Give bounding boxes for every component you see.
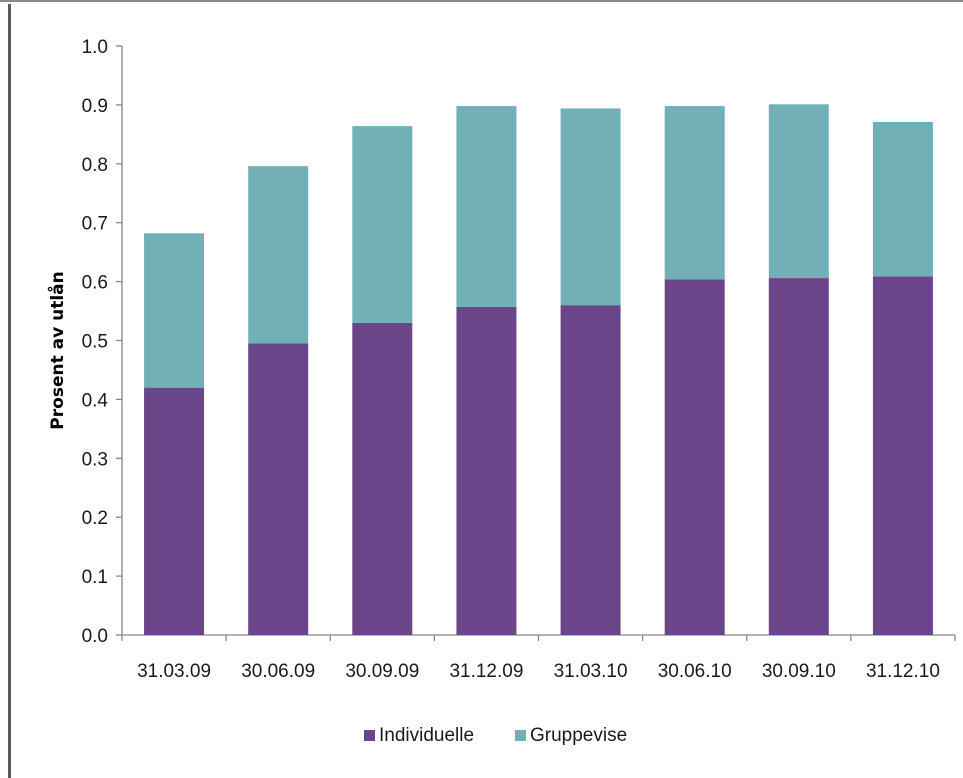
bar-group xyxy=(144,104,933,635)
bar-gruppevise xyxy=(352,126,413,323)
x-tick-label: 30.06.10 xyxy=(658,661,732,682)
y-tick-label: 0.0 xyxy=(82,626,108,647)
frame-left-border xyxy=(8,4,11,778)
x-tick-label: 31.12.09 xyxy=(449,661,523,682)
x-tick-label: 30.09.10 xyxy=(762,661,836,682)
legend-swatch-gruppevise xyxy=(515,730,526,741)
bar-gruppevise xyxy=(872,121,933,277)
bar-individuelle xyxy=(872,276,933,635)
legend-label-individuelle: Individuelle xyxy=(379,725,474,746)
x-tick-label: 31.12.10 xyxy=(866,661,940,682)
bar-individuelle xyxy=(456,306,517,635)
bar-individuelle xyxy=(248,343,309,635)
y-tick-label: 0.9 xyxy=(82,96,108,117)
bar-gruppevise xyxy=(560,108,621,306)
x-tick-label: 31.03.09 xyxy=(137,661,211,682)
y-tick-label: 0.2 xyxy=(82,508,108,529)
y-tick-label: 0.8 xyxy=(82,155,108,176)
bar-individuelle xyxy=(352,322,413,635)
bar-individuelle xyxy=(664,279,725,635)
bar-gruppevise xyxy=(456,106,517,307)
y-tick-label: 0.3 xyxy=(82,449,108,470)
bar-gruppevise xyxy=(768,104,829,279)
legend-label-gruppevise: Gruppevise xyxy=(530,725,627,746)
bar-individuelle xyxy=(144,387,205,635)
y-axis-title: Prosent av utlån xyxy=(46,271,68,429)
bar-gruppevise xyxy=(248,166,309,344)
y-axis: 0.0 0.1 0.2 0.3 0.4 0.5 0.6 0.7 0.8 0.9 1.0 xyxy=(82,37,123,647)
y-tick-label: 0.6 xyxy=(82,273,108,294)
bar-gruppevise xyxy=(664,106,725,280)
legend-swatch-individuelle xyxy=(364,730,375,741)
x-tick-label: 31.03.10 xyxy=(554,661,628,682)
bar-individuelle xyxy=(560,305,621,635)
x-axis: 31.03.09 30.06.09 30.09.09 31.12.09 31.03.10… xyxy=(121,634,956,682)
x-tick-label: 30.06.09 xyxy=(241,661,315,682)
legend: Individuelle Gruppevise xyxy=(364,725,627,746)
y-tick-label: 0.1 xyxy=(82,567,108,588)
y-tick-label: 0.7 xyxy=(82,214,108,235)
y-tick-label: 1.0 xyxy=(82,37,108,58)
y-tick-label: 0.4 xyxy=(82,390,109,411)
x-tick-label: 30.09.09 xyxy=(345,661,419,682)
y-tick-label: 0.5 xyxy=(82,332,108,353)
bar-gruppevise xyxy=(144,233,205,388)
bar-individuelle xyxy=(768,278,829,635)
